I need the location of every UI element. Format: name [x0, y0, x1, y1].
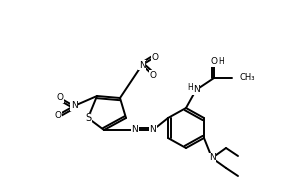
Text: O: O: [54, 111, 62, 119]
Text: O: O: [210, 58, 218, 67]
Text: O: O: [57, 93, 64, 102]
Text: CH₃: CH₃: [240, 74, 255, 82]
Text: N: N: [209, 153, 215, 163]
Text: O: O: [149, 70, 157, 80]
Text: N: N: [71, 102, 77, 111]
Text: H: H: [187, 84, 193, 92]
Text: O: O: [152, 52, 158, 62]
Text: N: N: [139, 60, 145, 69]
Text: S: S: [85, 113, 91, 123]
Text: N: N: [132, 125, 138, 135]
Text: N: N: [149, 125, 156, 135]
Text: N: N: [193, 85, 200, 95]
Text: H: H: [218, 58, 224, 67]
